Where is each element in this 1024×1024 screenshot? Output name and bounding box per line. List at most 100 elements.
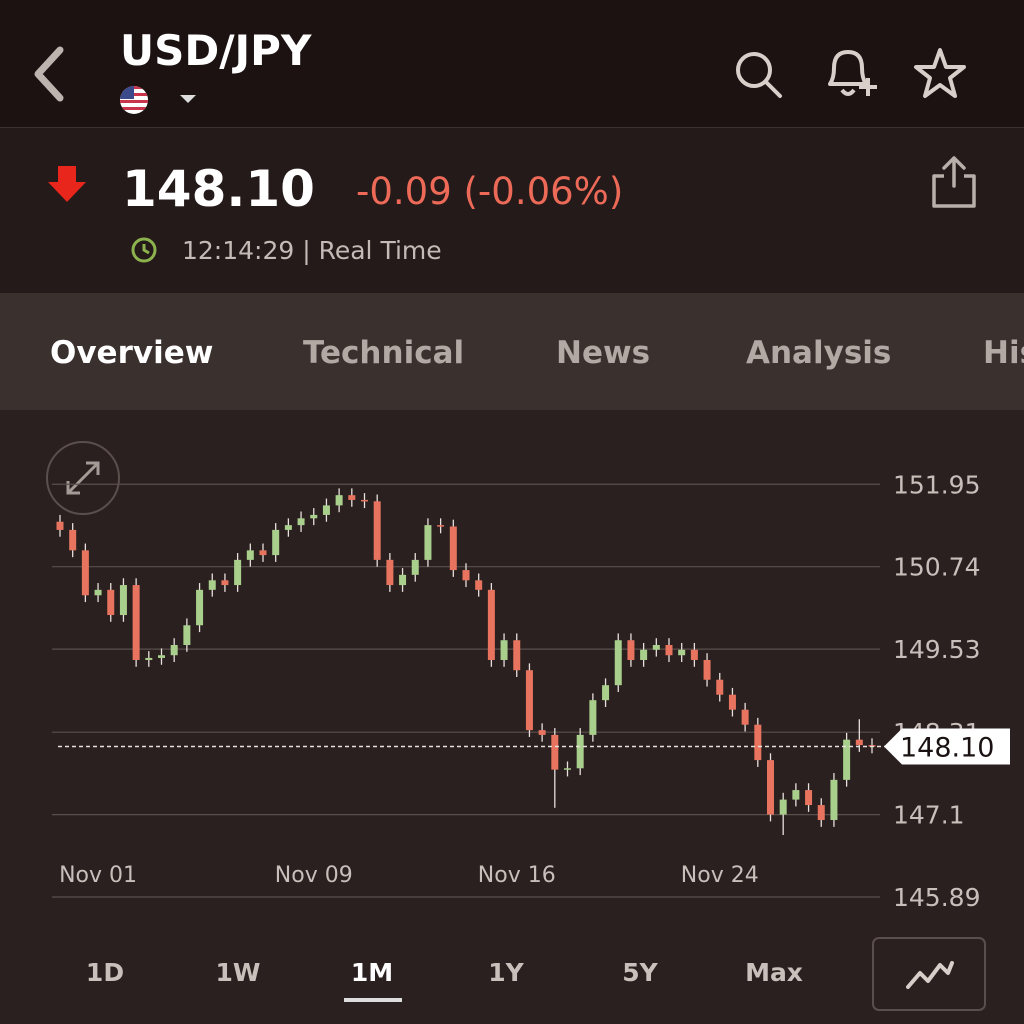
candle-body bbox=[500, 640, 508, 660]
candle-body bbox=[462, 570, 470, 581]
candle-body bbox=[564, 768, 571, 770]
price-change: -0.09 (-0.06%) bbox=[356, 170, 624, 213]
candle-body bbox=[361, 499, 368, 502]
search-icon[interactable] bbox=[730, 46, 790, 106]
candle-body bbox=[589, 700, 597, 735]
candle-body bbox=[132, 585, 140, 660]
update-time: 12:14:29 | Real Time bbox=[182, 236, 442, 265]
candle-body bbox=[437, 525, 445, 527]
tab[interactable]: Analysis bbox=[746, 335, 892, 371]
favorite-icon[interactable] bbox=[910, 44, 970, 104]
range-button[interactable]: 1M bbox=[350, 958, 394, 987]
candle-body bbox=[728, 694, 736, 710]
candle-body bbox=[843, 739, 851, 780]
candle-body bbox=[348, 495, 356, 500]
x-tick-label: Nov 01 bbox=[59, 863, 137, 888]
x-tick-label: Nov 24 bbox=[681, 863, 759, 888]
candle-body bbox=[119, 585, 127, 616]
range-button[interactable]: 1D bbox=[85, 958, 125, 987]
candle-body bbox=[56, 521, 64, 530]
candle-body bbox=[208, 580, 216, 590]
range-button[interactable]: 1Y bbox=[488, 958, 524, 987]
candle-body bbox=[196, 589, 204, 626]
candle-body bbox=[614, 640, 622, 686]
tab[interactable]: News bbox=[556, 335, 651, 371]
candle-body bbox=[424, 525, 432, 560]
candle-body bbox=[69, 529, 77, 551]
candle-body bbox=[234, 559, 242, 586]
candle-body bbox=[652, 645, 660, 650]
title: USD/JPY bbox=[120, 26, 312, 75]
x-tick-label: Nov 16 bbox=[478, 863, 556, 888]
candle-body bbox=[792, 790, 800, 800]
alert-icon[interactable] bbox=[820, 44, 884, 106]
candle-body bbox=[373, 501, 381, 560]
back-button[interactable] bbox=[28, 44, 68, 104]
candle-body bbox=[94, 589, 102, 596]
candle-body bbox=[855, 739, 863, 746]
range-underline bbox=[344, 998, 402, 1002]
candle-body bbox=[475, 580, 483, 590]
y-tick-label: 151.95 bbox=[893, 470, 980, 499]
candle-body bbox=[246, 550, 254, 560]
candle-body bbox=[551, 734, 559, 770]
last-price-label: 148.10 bbox=[900, 732, 994, 763]
tab[interactable]: Overview bbox=[50, 335, 214, 371]
header: USD/JPY bbox=[0, 0, 1024, 128]
clock-icon bbox=[131, 237, 157, 263]
candle-body bbox=[754, 724, 762, 761]
range-button[interactable]: Max bbox=[745, 958, 803, 987]
candle-body bbox=[525, 670, 533, 731]
candle-body bbox=[81, 550, 89, 596]
candle-body bbox=[107, 589, 115, 616]
candle-body bbox=[399, 574, 407, 586]
price: 148.10 bbox=[122, 160, 315, 218]
candle-body bbox=[805, 790, 813, 806]
candle-body bbox=[259, 550, 267, 556]
candle-body bbox=[817, 805, 825, 821]
candle-body bbox=[221, 580, 229, 586]
candle-body bbox=[767, 760, 774, 815]
candle-body bbox=[665, 645, 673, 656]
y-tick-label: 145.89 bbox=[893, 883, 980, 912]
share-icon[interactable] bbox=[928, 154, 980, 210]
candle-body bbox=[602, 685, 610, 701]
candle-body bbox=[741, 709, 749, 725]
candle-body bbox=[158, 655, 165, 658]
candle-body bbox=[640, 649, 648, 660]
candle-body bbox=[284, 525, 292, 530]
candle-body bbox=[322, 505, 330, 515]
candle-body bbox=[678, 649, 686, 656]
candle-body bbox=[576, 734, 584, 769]
candle-body bbox=[627, 640, 635, 660]
range-button[interactable]: 5Y bbox=[622, 958, 658, 987]
tab[interactable]: Technical bbox=[303, 335, 465, 371]
y-tick-label: 149.53 bbox=[893, 635, 980, 664]
candle-body bbox=[297, 518, 305, 526]
candle-body bbox=[335, 495, 343, 506]
flag-selector[interactable] bbox=[118, 84, 208, 118]
y-tick-label: 147.1 bbox=[893, 801, 965, 830]
tab[interactable]: Historical Data bbox=[983, 335, 1024, 371]
range-button[interactable]: 1W bbox=[215, 958, 261, 987]
last-price-tag bbox=[884, 728, 1010, 765]
candle-body bbox=[538, 730, 546, 735]
candle-body bbox=[449, 526, 457, 571]
candle-body bbox=[690, 649, 698, 660]
candle-body bbox=[487, 589, 495, 660]
candle-body bbox=[716, 679, 724, 695]
candle-body bbox=[310, 514, 318, 519]
candle-body bbox=[411, 559, 419, 575]
candle-body bbox=[183, 625, 191, 646]
candle-body bbox=[703, 659, 711, 680]
candle-body bbox=[779, 799, 787, 815]
chart-style-button[interactable] bbox=[872, 937, 986, 1011]
candle-body bbox=[170, 645, 178, 656]
tab-bar: Overview Technical News Analysis Histori… bbox=[0, 293, 1024, 410]
x-tick-label: Nov 09 bbox=[275, 863, 353, 888]
candle-body bbox=[145, 657, 153, 660]
expand-button[interactable] bbox=[46, 441, 120, 515]
